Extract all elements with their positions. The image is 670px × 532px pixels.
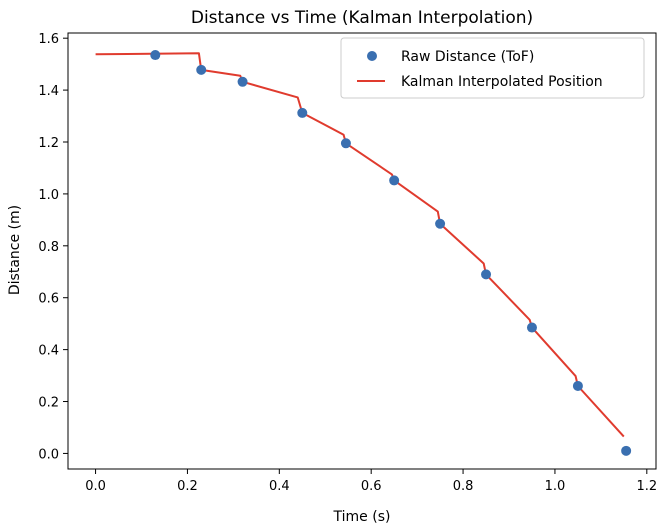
raw-distance-point <box>150 50 161 61</box>
raw-distance-point <box>389 175 400 186</box>
y-tick-label: 0.6 <box>38 292 59 307</box>
y-tick-label: 0.2 <box>38 396 59 411</box>
y-tick-label: 0.8 <box>38 240 59 255</box>
x-axis-label: Time (s) <box>333 509 391 525</box>
y-tick-label: 0.4 <box>38 344 59 359</box>
raw-distance-point <box>572 380 583 391</box>
chart-title: Distance vs Time (Kalman Interpolation) <box>191 8 533 28</box>
legend-marker-raw-distance <box>367 51 377 61</box>
raw-distance-point <box>526 322 537 333</box>
x-tick-label: 1.0 <box>545 479 566 494</box>
raw-distance-point <box>237 76 248 87</box>
legend: Raw Distance (ToF) Kalman Interpolated P… <box>340 37 645 99</box>
x-tick-label: 0.6 <box>361 479 382 494</box>
raw-distance-point <box>481 269 492 280</box>
y-axis-label: Distance (m) <box>7 205 23 295</box>
y-tick-label: 1.4 <box>38 84 59 99</box>
plot-area <box>95 50 632 456</box>
legend-label-kalman-position: Kalman Interpolated Position <box>401 74 603 90</box>
raw-distance-point <box>340 138 351 149</box>
axes: 0.0 0.2 0.4 0.6 0.8 1.0 1.2 0.0 0.2 0.4 0.6 0.8 1.0 1… <box>38 32 657 494</box>
raw-distance-point <box>196 64 207 75</box>
x-tick-label: 1.2 <box>636 479 657 494</box>
y-tick-label: 1.6 <box>38 32 59 47</box>
x-tick-label: 0.4 <box>269 479 290 494</box>
x-tick-label: 0.8 <box>453 479 474 494</box>
y-tick-label: 1.2 <box>38 136 59 151</box>
raw-distance-point <box>297 107 308 118</box>
legend-frame <box>340 37 645 99</box>
raw-distance-point <box>621 445 632 456</box>
x-tick-label: 0.0 <box>85 479 106 494</box>
kalman-interpolated-line <box>95 52 625 438</box>
raw-distance-point <box>435 218 446 229</box>
x-tick-label: 0.2 <box>177 479 198 494</box>
legend-label-raw-distance: Raw Distance (ToF) <box>401 49 534 65</box>
y-tick-label: 0.0 <box>38 447 59 462</box>
y-tick-label: 1.0 <box>38 188 59 203</box>
plot-frame <box>67 32 657 470</box>
